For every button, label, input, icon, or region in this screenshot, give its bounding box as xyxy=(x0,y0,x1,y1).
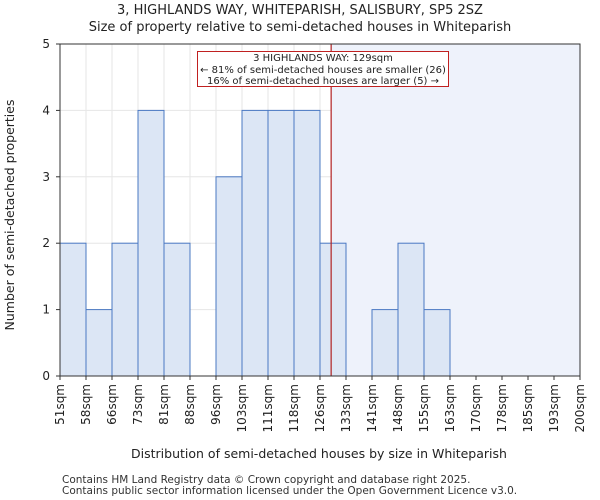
x-tick-label: 141sqm xyxy=(365,384,379,432)
x-tick-label: 148sqm xyxy=(391,384,405,432)
y-tick-label: 0 xyxy=(42,369,50,383)
y-tick-label: 4 xyxy=(42,103,50,117)
y-tick-label: 2 xyxy=(42,236,50,250)
footer-line-1: Contains HM Land Registry data © Crown c… xyxy=(62,474,471,486)
y-tick-label: 5 xyxy=(42,37,50,51)
x-tick-label: 111sqm xyxy=(261,384,275,432)
bar xyxy=(137,109,165,377)
bar xyxy=(267,109,295,377)
bar xyxy=(319,242,347,377)
footer-line-2: Contains public sector information licen… xyxy=(62,485,518,497)
y-tick-label: 1 xyxy=(42,303,50,317)
annotation-box: 3 HIGHLANDS WAY: 129sqm ← 81% of semi-de… xyxy=(197,51,449,87)
highlight-region xyxy=(331,44,580,376)
bar xyxy=(111,242,139,377)
chart-subtitle: Size of property relative to semi-detach… xyxy=(88,20,512,35)
x-tick-label: 96sqm xyxy=(209,384,223,425)
x-tick-label: 133sqm xyxy=(339,384,353,432)
bar xyxy=(215,176,243,377)
x-tick-label: 58sqm xyxy=(79,384,93,425)
bar xyxy=(293,109,321,377)
bar xyxy=(371,309,399,377)
x-tick-label: 170sqm xyxy=(469,384,483,432)
y-tick-label: 3 xyxy=(42,170,50,184)
annotation-line-1: 3 HIGHLANDS WAY: 129sqm xyxy=(253,53,393,64)
x-tick-label: 185sqm xyxy=(521,384,535,432)
chart-title: 3, HIGHLANDS WAY, WHITEPARISH, SALISBURY… xyxy=(117,3,483,18)
x-tick-label: 118sqm xyxy=(287,384,301,432)
bar xyxy=(241,109,269,377)
x-tick-label: 66sqm xyxy=(105,384,119,425)
bar xyxy=(397,242,425,377)
bar xyxy=(85,309,113,377)
x-tick-label: 88sqm xyxy=(183,384,197,425)
y-axis-label: Number of semi-detached properties xyxy=(2,100,17,331)
x-tick-label: 51sqm xyxy=(53,384,67,425)
x-tick-label: 178sqm xyxy=(495,384,509,432)
chart-svg: 0 1 2 3 4 5 51sqm 58sqm 66sqm 73sqm 81sqm 88sqm 96s… xyxy=(2,37,587,461)
x-tick-labels: 51sqm 58sqm 66sqm 73sqm 81sqm 88sqm 96sqm 103sq… xyxy=(53,376,587,432)
x-tick-label: 81sqm xyxy=(157,384,171,425)
annotation-line-2: ← 81% of semi-detached houses are smalle… xyxy=(200,64,446,76)
x-tick-label: 155sqm xyxy=(417,384,431,432)
x-tick-label: 163sqm xyxy=(443,384,457,432)
x-axis-label: Distribution of semi-detached houses by … xyxy=(131,446,507,461)
annotation-line-3: 16% of semi-detached houses are larger (… xyxy=(206,76,440,87)
bar xyxy=(163,242,191,377)
y-tick-labels: 0 1 2 3 4 5 xyxy=(42,37,60,383)
x-tick-label: 73sqm xyxy=(131,384,145,425)
bars xyxy=(59,109,451,377)
x-tick-label: 200sqm xyxy=(573,384,587,432)
bar xyxy=(423,309,451,377)
bar xyxy=(59,242,87,377)
x-tick-label: 193sqm xyxy=(547,384,561,432)
x-tick-label: 103sqm xyxy=(235,384,249,432)
x-tick-label: 126sqm xyxy=(313,384,327,432)
